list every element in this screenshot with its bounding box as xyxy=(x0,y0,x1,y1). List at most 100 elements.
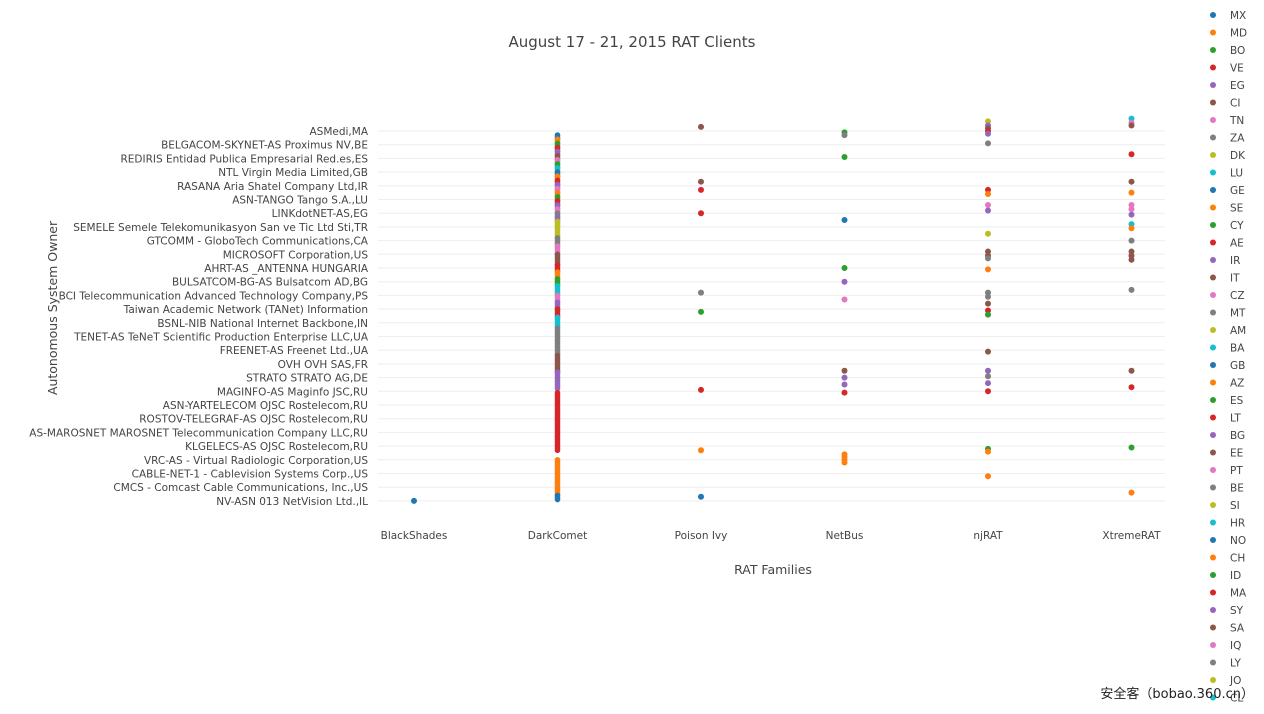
legend-item[interactable]: MD xyxy=(1210,28,1247,40)
watermark-text: 安全客（bobao.360.cn） xyxy=(1100,687,1254,702)
legend-item[interactable]: IQ xyxy=(1210,640,1241,652)
legend-item[interactable]: AZ xyxy=(1210,378,1244,390)
y-tick-label: MAGINFO-AS Maginfo JSC,RU xyxy=(217,386,368,398)
legend-marker xyxy=(1210,257,1216,263)
legend-item[interactable]: BO xyxy=(1210,45,1245,57)
legend-item[interactable]: EE xyxy=(1210,448,1243,460)
legend-marker xyxy=(1210,607,1216,613)
data-point xyxy=(985,388,991,395)
data-point xyxy=(1128,221,1135,228)
legend-item[interactable]: NO xyxy=(1210,535,1246,547)
data-point xyxy=(985,373,991,380)
legend-item[interactable]: CL xyxy=(1210,693,1243,705)
legend-item[interactable]: SY xyxy=(1210,605,1244,617)
legend-marker xyxy=(1210,589,1216,596)
legend-item[interactable]: GE xyxy=(1210,185,1245,197)
legend-label: CH xyxy=(1230,553,1245,565)
legend-item[interactable]: JO xyxy=(1210,675,1241,687)
legend-marker xyxy=(1210,467,1216,473)
y-axis-title: Autonomous System Owner xyxy=(45,220,60,395)
legend-label: DK xyxy=(1230,150,1246,162)
data-point xyxy=(841,217,848,224)
data-point xyxy=(985,473,991,480)
y-tick-label: Taiwan Academic Network (TANet) Informat… xyxy=(123,304,368,316)
legend-marker xyxy=(1210,12,1216,18)
legend-item[interactable]: ZA xyxy=(1210,133,1245,145)
legend-item[interactable]: CH xyxy=(1210,553,1245,565)
data-point xyxy=(1128,225,1135,232)
data-point xyxy=(985,307,991,314)
legend-item[interactable]: PT xyxy=(1210,465,1243,477)
legend-item[interactable]: EG xyxy=(1210,80,1245,92)
legend-item[interactable]: LU xyxy=(1210,168,1243,180)
legend-item[interactable]: SE xyxy=(1210,203,1243,215)
data-point xyxy=(698,186,704,193)
legend-label: HR xyxy=(1230,518,1245,530)
legend-item[interactable]: MX xyxy=(1210,10,1246,22)
legend-label: LY xyxy=(1230,658,1241,670)
legend-item[interactable]: LT xyxy=(1210,413,1241,425)
legend-item[interactable]: TN xyxy=(1210,115,1244,127)
legend-item[interactable]: IR xyxy=(1210,255,1240,267)
legend-item[interactable]: CY xyxy=(1210,220,1244,232)
legend-item[interactable]: CI xyxy=(1210,98,1240,110)
legend-label: MD xyxy=(1230,28,1247,40)
data-point xyxy=(841,374,848,381)
legend-label: CI xyxy=(1230,98,1240,110)
darkcomet-strip xyxy=(554,132,561,503)
legend-item[interactable]: DK xyxy=(1210,150,1246,162)
x-tick-label: XtremeRAT xyxy=(1102,530,1161,542)
legend-item[interactable]: VE xyxy=(1210,63,1244,75)
legend-label: BE xyxy=(1230,483,1244,495)
legend-marker xyxy=(1210,502,1216,508)
legend-label: CL xyxy=(1230,693,1243,705)
legend-item[interactable]: SA xyxy=(1210,623,1245,635)
data-point xyxy=(985,266,991,273)
legend-item[interactable]: GB xyxy=(1210,360,1245,372)
y-tick-label: LINKdotNET-AS,EG xyxy=(272,208,368,220)
legend-item[interactable]: ES xyxy=(1210,395,1244,407)
data-point xyxy=(554,385,561,392)
data-point xyxy=(985,130,991,137)
legend-item[interactable]: BA xyxy=(1210,343,1245,355)
legend-marker xyxy=(1210,379,1216,386)
y-tick-label: ASMedi,MA xyxy=(309,126,368,138)
x-tick-labels: BlackShades DarkComet Poison Ivy NetBus njRA… xyxy=(381,530,1162,542)
legend[interactable]: MX MD BO VE EG CI TN ZA DK LU GE SE CY AE IR IT CZ MT AM BA… xyxy=(1210,10,1247,705)
data-point xyxy=(554,447,561,454)
legend-item[interactable]: IT xyxy=(1210,273,1240,285)
legend-label: IT xyxy=(1230,273,1240,285)
data-point xyxy=(985,248,991,255)
data-point xyxy=(1128,489,1135,496)
y-tick-label: CABLE-NET-1 - Cablevision Systems Corp.,… xyxy=(132,469,369,481)
legend-item[interactable]: MA xyxy=(1210,588,1247,600)
legend-item[interactable]: HR xyxy=(1210,518,1245,530)
legend-marker xyxy=(1210,432,1216,438)
legend-item[interactable]: SI xyxy=(1210,500,1240,512)
legend-item[interactable]: LY xyxy=(1210,658,1241,670)
y-tick-label: SEMELE Semele Telekomunikasyon San ve Ti… xyxy=(73,222,368,234)
legend-marker xyxy=(1210,309,1216,316)
legend-label: CY xyxy=(1230,220,1244,232)
x-tick-label: njRAT xyxy=(973,530,1003,542)
data-point xyxy=(841,154,848,161)
x-tick-label: NetBus xyxy=(826,530,864,542)
legend-item[interactable]: AE xyxy=(1210,238,1244,250)
legend-label: JO xyxy=(1229,675,1241,687)
y-tick-label: TENET-AS TeNeT Scientific Production Ent… xyxy=(73,332,369,344)
data-point xyxy=(1128,237,1135,244)
legend-item[interactable]: CZ xyxy=(1210,290,1245,302)
data-point xyxy=(841,265,848,271)
legend-item[interactable]: MT xyxy=(1210,308,1246,320)
legend-item[interactable]: BE xyxy=(1210,483,1244,495)
legend-marker xyxy=(1210,292,1216,298)
legend-label: PT xyxy=(1230,465,1243,477)
legend-item[interactable]: BG xyxy=(1210,430,1245,442)
data-point xyxy=(985,311,991,318)
legend-item[interactable]: ID xyxy=(1210,570,1241,582)
legend-marker xyxy=(1210,327,1216,333)
legend-item[interactable]: AM xyxy=(1210,325,1246,337)
legend-marker xyxy=(1210,274,1216,281)
